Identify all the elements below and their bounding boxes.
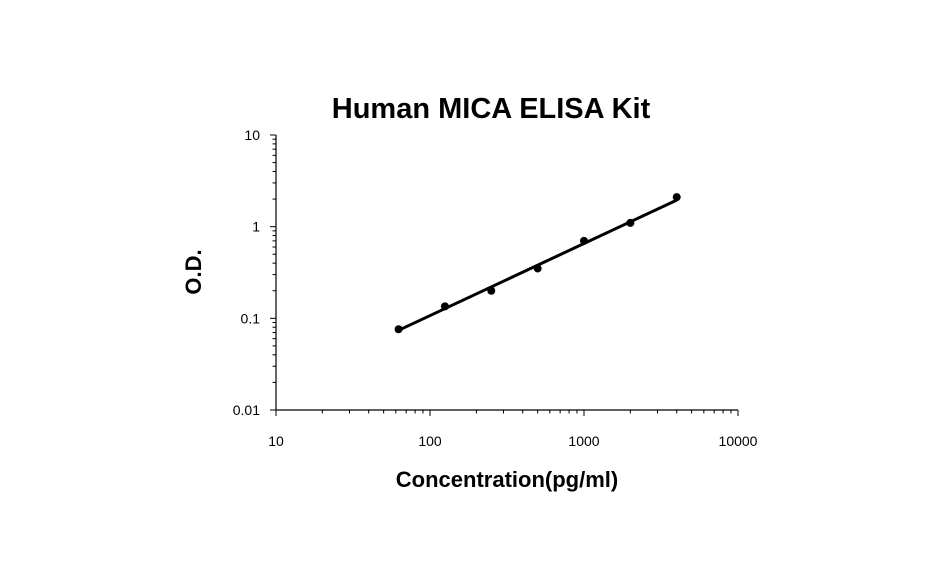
- data-point: [440, 302, 449, 311]
- data-point: [487, 286, 496, 295]
- x-tick-label: 100: [418, 433, 442, 449]
- ticks: 10 100 1000 10000 0.01 0.1 1 10: [233, 127, 758, 449]
- y-tick-label: 10: [244, 127, 260, 143]
- data-point: [672, 193, 681, 202]
- chart-title: Human MICA ELISA Kit: [332, 93, 651, 125]
- axes: [275, 135, 738, 411]
- y-axis-label: O.D.: [181, 249, 206, 294]
- x-tick-label: 10: [268, 433, 284, 449]
- x-axis-label: Concentration(pg/ml): [396, 467, 618, 492]
- data-point: [580, 236, 588, 245]
- y-tick-label: 0.01: [233, 402, 260, 418]
- data-point: [626, 218, 635, 227]
- x-tick-label: 10000: [719, 433, 758, 449]
- x-tick-label: 1000: [568, 433, 599, 449]
- data-point: [394, 325, 403, 334]
- data-points: [394, 193, 681, 334]
- y-tick-label: 1: [252, 219, 260, 235]
- y-tick-label: 0.1: [241, 310, 261, 326]
- data-point: [533, 264, 542, 273]
